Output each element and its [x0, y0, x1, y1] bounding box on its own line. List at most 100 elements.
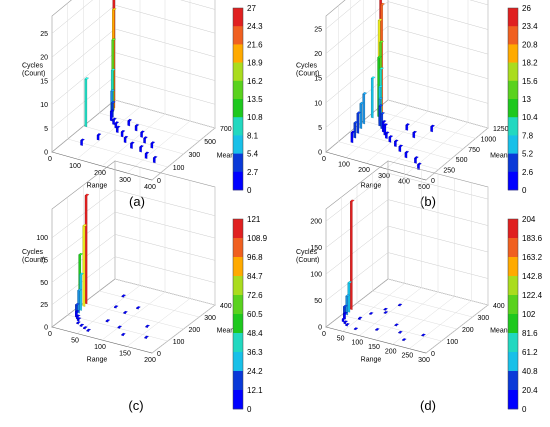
bar-front	[82, 225, 86, 307]
x-tick-label: 50	[337, 335, 345, 342]
colorbar: 121 108.9 96.8 84.7 72.6 60.5 48.4 36.3 24.2 12.1…	[232, 215, 268, 414]
x-tick-label: 50	[71, 338, 79, 345]
y-tick-label: 250	[443, 168, 455, 175]
colorbar-frame	[507, 7, 519, 191]
bar-front	[116, 127, 119, 133]
bar-top	[76, 317, 82, 320]
bar	[115, 125, 121, 133]
bar	[136, 306, 141, 310]
bar	[140, 130, 145, 138]
colorbar-label: 24.3	[247, 22, 263, 31]
bar	[130, 141, 135, 149]
x-tick-label: 250	[401, 353, 413, 360]
colorbar-segment	[233, 333, 243, 353]
x-tick-label: 100	[69, 163, 81, 170]
grid-line	[387, 50, 489, 80]
bar	[145, 324, 150, 328]
colorbar-label: 10.4	[522, 113, 538, 122]
y-tick-label: 500	[204, 139, 216, 146]
bar-top	[383, 307, 388, 311]
colorbar-label: 121	[247, 215, 261, 224]
colorbar-label: 0	[522, 186, 527, 195]
y-tick-label: 400	[220, 303, 232, 310]
colorbar-label: 204	[522, 215, 536, 224]
bar-front	[378, 105, 381, 127]
y-tick-label: 0	[431, 178, 435, 185]
bar-front	[134, 125, 138, 132]
grid-line	[338, 141, 439, 170]
colorbar-segment	[508, 390, 518, 410]
x-axis-label: Range	[87, 356, 108, 363]
bar-top	[414, 156, 419, 159]
bar-top	[80, 138, 85, 142]
y-tick-label: 750	[468, 147, 480, 154]
bar-front	[84, 78, 88, 128]
colorbar-label: 26	[522, 4, 531, 13]
grid-line	[325, 1, 389, 54]
z-tick-label: 50	[314, 298, 322, 305]
bar	[113, 305, 119, 309]
colorbar-segment	[508, 257, 518, 277]
x-tick-label: 200	[94, 170, 106, 177]
bar-top	[345, 294, 351, 297]
bar	[150, 141, 156, 149]
bar-top	[353, 121, 359, 124]
z-tick-label: 0	[318, 325, 322, 332]
bar-top	[421, 333, 426, 336]
colorbar-segment	[508, 276, 518, 296]
colorbar-label: 13	[522, 95, 531, 104]
bar-front	[353, 122, 357, 139]
bar-top	[357, 316, 363, 319]
x-tick-label: 300	[418, 357, 430, 364]
bar-top	[76, 321, 81, 324]
bar-front	[153, 157, 156, 164]
bar-top	[115, 125, 121, 129]
bar-front	[80, 140, 83, 146]
x-tick-label: 0	[322, 331, 326, 338]
bar-front	[79, 274, 82, 311]
bar-front	[96, 134, 100, 141]
bar	[378, 104, 384, 127]
z-tick-label: 75	[40, 258, 48, 265]
bar	[375, 327, 380, 331]
bar-top	[134, 124, 140, 127]
z-tick-label: 25	[40, 31, 48, 38]
colorbar-label: 0	[247, 186, 252, 195]
bar	[79, 272, 84, 311]
z-tick-label: 100	[310, 272, 322, 279]
bar-front	[412, 132, 415, 139]
floor	[325, 99, 489, 181]
bar-top	[112, 7, 117, 11]
bar-top	[121, 332, 126, 336]
z-tick-label: 10	[40, 102, 48, 109]
y-tick-label: 200	[189, 327, 201, 334]
bar-top	[347, 281, 353, 284]
z-tick-label: 5	[318, 125, 322, 132]
bar-top	[144, 151, 150, 155]
bar	[112, 117, 117, 125]
bar-front	[123, 137, 127, 144]
bar-front	[84, 195, 88, 305]
x-tick-label: 300	[119, 177, 131, 184]
colorbar-label: 40.8	[522, 367, 538, 376]
bar-top	[144, 335, 149, 339]
bars	[350, 0, 435, 171]
grid-line	[365, 111, 429, 164]
bar-top	[343, 311, 348, 315]
bar	[96, 133, 102, 141]
bar-top	[378, 97, 383, 100]
bar-top	[83, 326, 88, 329]
bar-front	[350, 132, 354, 144]
bar	[357, 316, 363, 321]
bar-top	[79, 323, 85, 327]
z-tick-label: 25	[314, 26, 322, 33]
bar-front	[127, 120, 130, 127]
colorbar-label: 5.4	[247, 150, 259, 159]
bar-front	[430, 126, 433, 133]
z-tick-label: 5	[44, 126, 48, 133]
z-axis-label: Cycles	[296, 249, 318, 256]
back-wall	[387, 0, 489, 129]
bar	[144, 151, 150, 159]
grid-line	[469, 0, 489, 6]
colorbar-label: 8.1	[247, 131, 259, 140]
